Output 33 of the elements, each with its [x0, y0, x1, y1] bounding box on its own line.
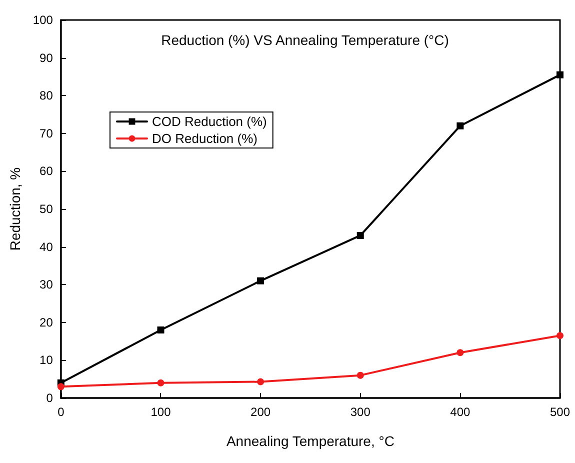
point [356, 372, 364, 379]
point [456, 122, 464, 130]
y-tick-label: 20 [40, 315, 54, 330]
y-tick-label: 70 [40, 126, 54, 140]
point [157, 326, 164, 334]
legend-label: COD Reduction (%) [152, 114, 267, 129]
x-tick-label: 400 [450, 405, 471, 419]
point [257, 277, 264, 284]
y-tick-label: 80 [40, 88, 54, 103]
y-tick-label: 10 [40, 353, 54, 368]
x-axis-title: Annealing Temperature, °C [226, 433, 394, 449]
point [456, 349, 464, 356]
point [556, 71, 564, 78]
y-tick-label: 50 [40, 202, 54, 216]
point [356, 232, 364, 239]
y-tick-label: 100 [32, 13, 54, 27]
point [556, 332, 564, 340]
x-tick-label: 200 [250, 405, 271, 419]
x-tick-label: 100 [150, 405, 172, 419]
y-tick-label: 90 [40, 50, 54, 65]
y-tick-label: 0 [46, 391, 54, 405]
text: Reduction (%) VS Annealing Temperature (°C) [161, 32, 449, 48]
point [257, 378, 264, 386]
y-tick-label: 40 [40, 240, 54, 254]
legend-label: DO Reduction (%) [152, 131, 258, 146]
y-axis-title: Reduction, % [7, 167, 23, 251]
x-tick-label: 300 [350, 405, 371, 419]
point [57, 383, 64, 390]
y-tick-label: 60 [40, 164, 54, 178]
y-tick-label: 30 [40, 278, 54, 292]
x-tick-label: 0 [58, 405, 65, 419]
x-tick-label: 500 [550, 405, 570, 419]
point [157, 379, 164, 386]
